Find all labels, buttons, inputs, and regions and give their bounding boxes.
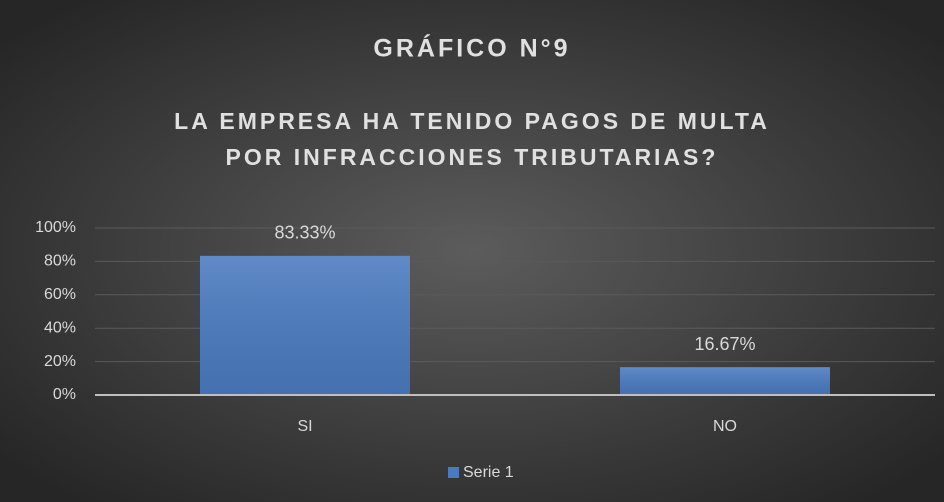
y-tick-label: 100%: [35, 219, 76, 236]
legend-label: Serie 1: [463, 464, 514, 481]
chart-subtitle: LA EMPRESA HA TENIDO PAGOS DE MULTA: [174, 108, 770, 134]
chart-title: GRÁFICO N°9: [373, 34, 570, 63]
x-tick-label: SI: [297, 418, 312, 435]
bar-shade: [200, 255, 410, 395]
legend-swatch: [448, 467, 459, 478]
y-tick-label: 20%: [44, 353, 76, 370]
y-tick-label: 80%: [44, 253, 76, 270]
bar-shade: [620, 367, 830, 395]
y-tick-label: 60%: [44, 286, 76, 303]
data-label: 16.67%: [694, 334, 755, 354]
data-label: 83.33%: [274, 223, 335, 243]
chart-subtitle: POR INFRACCIONES TRIBUTARIAS?: [226, 144, 719, 170]
y-tick-label: 0%: [53, 386, 76, 403]
y-tick-label: 40%: [44, 319, 76, 336]
x-tick-label: NO: [713, 418, 737, 435]
